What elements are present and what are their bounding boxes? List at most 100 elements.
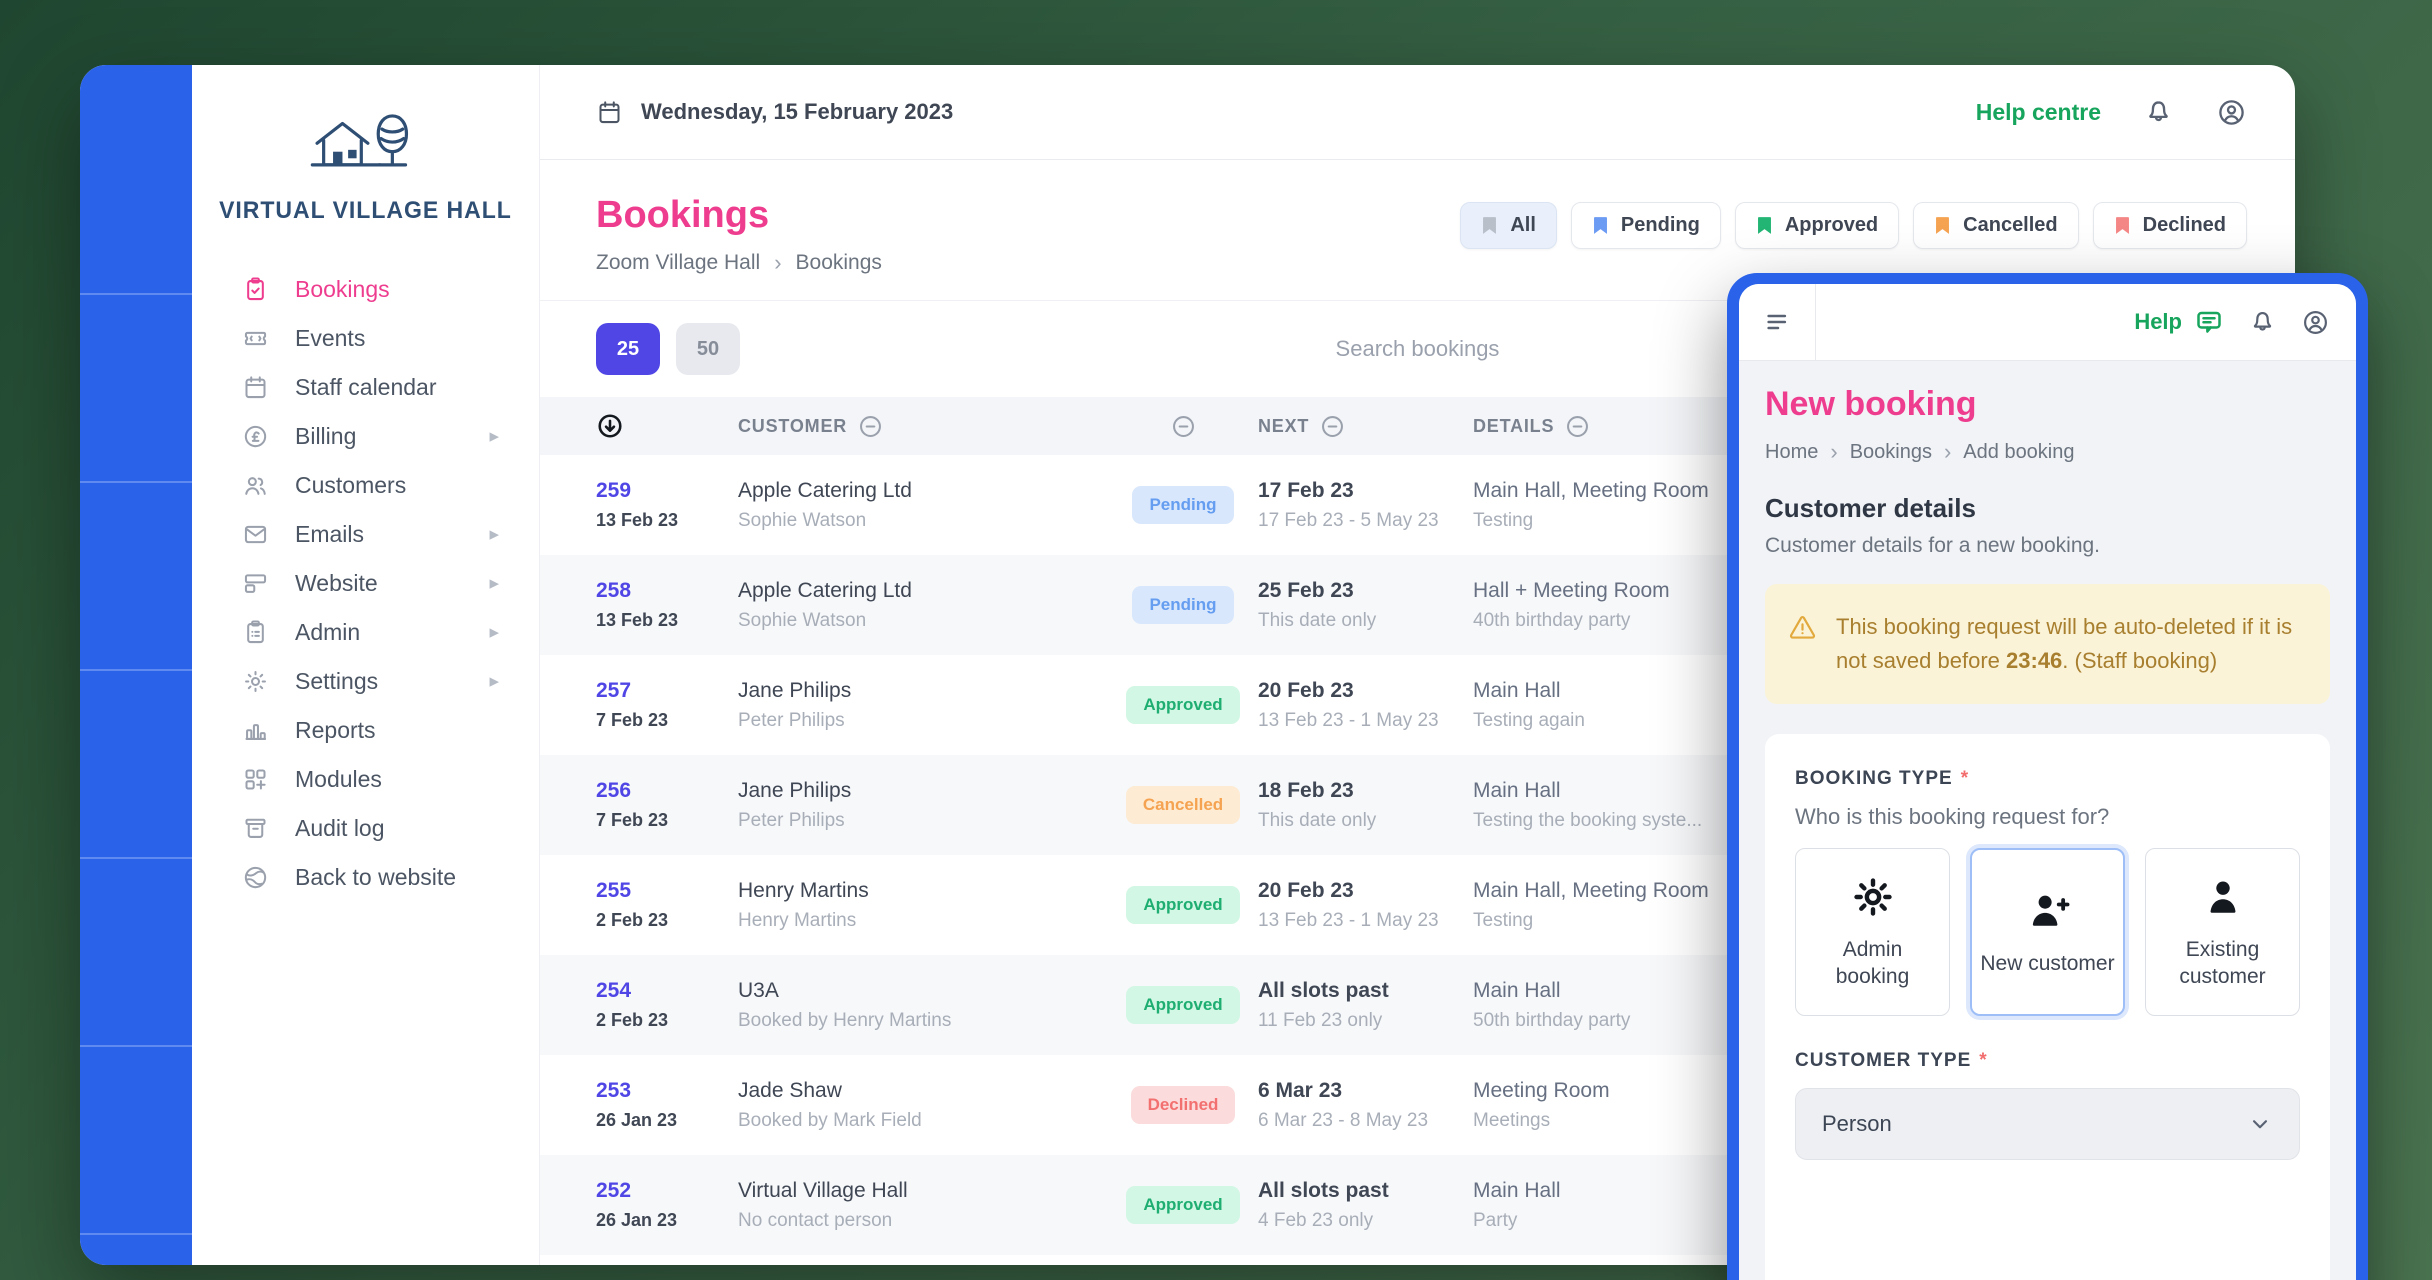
customer-type-select[interactable]: Person <box>1795 1088 2300 1161</box>
sidebar-item-reports[interactable]: Reports <box>242 706 499 755</box>
bookmark-icon <box>1592 215 1609 236</box>
sidebar-item-events[interactable]: Events <box>242 314 499 363</box>
warning-triangle-icon <box>1787 612 1818 643</box>
filter-all[interactable]: All <box>1460 202 1557 249</box>
user-avatar-icon[interactable] <box>2216 97 2247 128</box>
status-cell: Cancelled <box>1108 755 1258 855</box>
page-size-50[interactable]: 50 <box>676 323 740 375</box>
status-cell: Approved <box>1108 855 1258 955</box>
collapse-column-icon[interactable] <box>1170 413 1197 440</box>
users-icon <box>242 472 269 499</box>
bar-chart-icon <box>242 717 269 744</box>
required-marker: * <box>1979 1050 1988 1072</box>
bookmark-icon <box>1756 215 1773 236</box>
booking-type-admin-booking[interactable]: Admin booking <box>1795 848 1950 1017</box>
customer-contact: Sophie Watson <box>738 609 867 631</box>
booking-id-link[interactable]: 258 <box>596 579 632 602</box>
booking-details: Meeting Room <box>1473 1078 1610 1102</box>
booking-details-sub: Testing <box>1473 909 1534 931</box>
panel-title: New booking <box>1765 385 1977 423</box>
sidebar-item-website[interactable]: Website ▸ <box>242 559 499 608</box>
sidebar-item-emails[interactable]: Emails ▸ <box>242 510 499 559</box>
sidebar-item-audit-log[interactable]: Audit log <box>242 804 499 853</box>
booking-id-link[interactable]: 254 <box>596 979 632 1002</box>
mobile-topbar: Help <box>1739 284 2356 361</box>
column-header-details: DETAILS <box>1473 415 1555 436</box>
sidebar-item-label: Settings <box>295 668 379 694</box>
customer-contact: Peter Philips <box>738 709 845 731</box>
booking-id-link[interactable]: 252 <box>596 1179 632 1202</box>
sidebar-item-label: Bookings <box>295 276 390 302</box>
house-tree-logo-icon <box>310 114 408 167</box>
booking-details: Main Hall, Meeting Room <box>1473 878 1709 902</box>
sidebar-item-modules[interactable]: Modules <box>242 755 499 804</box>
filter-cancelled[interactable]: Cancelled <box>1913 202 2079 249</box>
collapse-column-icon[interactable] <box>857 413 884 440</box>
status-cell: Declined <box>1108 1055 1258 1155</box>
sidebar-item-billing[interactable]: Billing ▸ <box>242 412 499 461</box>
chat-bubble-icon <box>2194 307 2224 337</box>
sidebar-item-label: Customers <box>295 472 407 498</box>
bookmark-icon <box>1481 215 1498 236</box>
person-icon <box>2200 874 2246 920</box>
help-centre-link[interactable]: Help centre <box>1975 98 2101 125</box>
clipboard-check-icon <box>242 276 269 303</box>
sidebar-item-customers[interactable]: Customers <box>242 461 499 510</box>
customer-name: Henry Martins <box>738 878 869 902</box>
sidebar-item-back-to-website[interactable]: Back to website <box>242 853 499 902</box>
next-date: 25 Feb 23 <box>1258 578 1354 602</box>
booking-type-label: BOOKING TYPE * <box>1795 768 1970 790</box>
customer-contact: Peter Philips <box>738 809 845 831</box>
gear-icon <box>242 668 269 695</box>
booking-type-new-customer[interactable]: New customer <box>1970 848 2125 1017</box>
booking-type-option-label: Existing customer <box>2179 937 2266 989</box>
mobile-help-link[interactable]: Help <box>2134 307 2224 337</box>
booking-id-link[interactable]: 259 <box>596 479 632 502</box>
booking-id-cell: 258 13 Feb 23 <box>596 555 738 655</box>
filter-declined[interactable]: Declined <box>2092 202 2247 249</box>
sidebar-item-admin[interactable]: Admin ▸ <box>242 608 499 657</box>
required-marker: * <box>1960 768 1970 790</box>
current-date: Wednesday, 15 February 2023 <box>596 99 953 126</box>
hamburger-menu-icon[interactable] <box>1763 307 1793 337</box>
chevron-right-icon: ▸ <box>489 573 499 594</box>
breadcrumb-item[interactable]: Bookings <box>1849 440 1932 463</box>
sidebar-item-settings[interactable]: Settings ▸ <box>242 657 499 706</box>
sidebar-item-label: Billing <box>295 423 357 449</box>
booking-created-date: 2 Feb 23 <box>596 1010 669 1030</box>
booking-created-date: 26 Jan 23 <box>596 1110 678 1130</box>
booking-id-link[interactable]: 255 <box>596 879 632 902</box>
booking-id-cell: 253 26 Jan 23 <box>596 1055 738 1155</box>
filter-pending[interactable]: Pending <box>1570 202 1721 249</box>
customer-contact: Sophie Watson <box>738 509 867 531</box>
logo-text: VIRTUAL VILLAGE HALL <box>219 197 512 224</box>
customer-contact: Booked by Mark Field <box>738 1109 922 1131</box>
booking-id-link[interactable]: 253 <box>596 1079 632 1102</box>
collapse-column-icon[interactable] <box>1564 413 1591 440</box>
filter-approved[interactable]: Approved <box>1734 202 1900 249</box>
user-avatar-icon[interactable] <box>2301 308 2330 337</box>
booking-id-link[interactable]: 256 <box>596 779 632 802</box>
bell-icon[interactable] <box>2143 97 2174 128</box>
bell-icon[interactable] <box>2248 308 2277 337</box>
collapse-column-icon[interactable] <box>1319 413 1346 440</box>
booking-details: Main Hall <box>1473 978 1561 1002</box>
booking-type-existing-customer[interactable]: Existing customer <box>2145 848 2300 1017</box>
status-cell: Approved <box>1108 655 1258 755</box>
chevron-right-icon: ▸ <box>489 671 499 692</box>
page-size-25[interactable]: 25 <box>596 323 660 375</box>
sidebar-item-bookings[interactable]: Bookings <box>242 265 499 314</box>
customer-cell: U3A Booked by Henry Martins <box>738 955 1108 1055</box>
search-input[interactable] <box>1137 335 1698 363</box>
next-date-cell: 20 Feb 23 13 Feb 23 - 1 May 23 <box>1258 655 1473 755</box>
logo[interactable]: VIRTUAL VILLAGE HALL <box>192 95 539 231</box>
next-date-cell: 25 Feb 23 This date only <box>1258 555 1473 655</box>
breadcrumb-item[interactable]: Zoom Village Hall <box>596 251 761 274</box>
page-size-group: 25 50 <box>596 323 756 375</box>
breadcrumb-item[interactable]: Home <box>1765 440 1819 463</box>
booking-id-link[interactable]: 257 <box>596 679 632 702</box>
sidebar: VIRTUAL VILLAGE HALL Bookings Events Staff… <box>192 65 540 1265</box>
pound-circle-icon <box>242 423 269 450</box>
sort-download-icon[interactable] <box>596 412 624 440</box>
sidebar-item-staff-calendar[interactable]: Staff calendar <box>242 363 499 412</box>
